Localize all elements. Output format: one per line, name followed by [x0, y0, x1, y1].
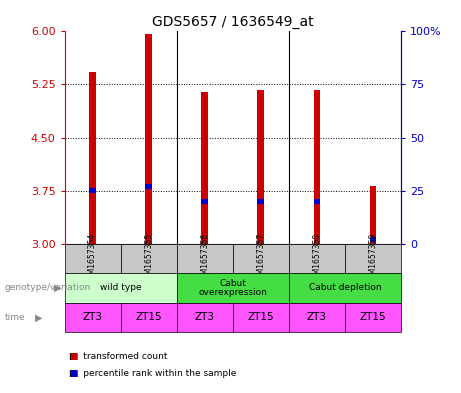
FancyBboxPatch shape	[177, 303, 233, 332]
Text: wild type: wild type	[100, 283, 142, 292]
Text: Cabut
overexpression: Cabut overexpression	[198, 279, 267, 297]
Text: time: time	[5, 313, 25, 322]
FancyBboxPatch shape	[233, 303, 289, 332]
Text: ▶: ▶	[35, 312, 42, 322]
FancyBboxPatch shape	[345, 303, 401, 332]
Text: ■  transformed count: ■ transformed count	[69, 352, 168, 361]
Text: ZT3: ZT3	[307, 312, 327, 322]
FancyBboxPatch shape	[177, 244, 233, 273]
Text: GSM1657355: GSM1657355	[144, 233, 153, 284]
FancyBboxPatch shape	[121, 303, 177, 332]
Text: GSM1657354: GSM1657354	[88, 233, 97, 284]
FancyBboxPatch shape	[65, 303, 121, 332]
Text: ZT15: ZT15	[136, 312, 162, 322]
FancyBboxPatch shape	[289, 244, 345, 273]
Text: ▶: ▶	[54, 283, 62, 293]
Text: ZT15: ZT15	[248, 312, 274, 322]
Text: ■: ■	[69, 352, 77, 361]
FancyBboxPatch shape	[289, 303, 345, 332]
Text: ■  percentile rank within the sample: ■ percentile rank within the sample	[69, 369, 236, 378]
Bar	[258, 199, 264, 204]
Bar	[89, 188, 96, 193]
Text: Cabut depletion: Cabut depletion	[309, 283, 381, 292]
Text: ZT15: ZT15	[360, 312, 386, 322]
FancyBboxPatch shape	[177, 273, 289, 303]
Text: genotype/variation: genotype/variation	[5, 283, 91, 292]
Bar	[313, 199, 320, 204]
Text: GSM1657359: GSM1657359	[368, 233, 378, 284]
Bar	[370, 185, 376, 244]
Text: GSM1657358: GSM1657358	[313, 233, 321, 284]
Bar	[89, 72, 96, 244]
Text: ZT3: ZT3	[83, 312, 103, 322]
Text: ZT3: ZT3	[195, 312, 215, 322]
Bar	[258, 90, 264, 244]
FancyBboxPatch shape	[233, 244, 289, 273]
Bar	[201, 92, 208, 244]
Bar	[313, 90, 320, 244]
FancyBboxPatch shape	[289, 273, 401, 303]
FancyBboxPatch shape	[65, 273, 177, 303]
Title: GDS5657 / 1636549_at: GDS5657 / 1636549_at	[152, 15, 313, 29]
Text: GSM1657357: GSM1657357	[256, 233, 266, 284]
Text: GSM1657356: GSM1657356	[200, 233, 209, 284]
Bar	[145, 33, 152, 244]
FancyBboxPatch shape	[121, 244, 177, 273]
Bar	[201, 199, 208, 204]
FancyBboxPatch shape	[65, 244, 121, 273]
Text: ■: ■	[69, 369, 77, 378]
FancyBboxPatch shape	[345, 244, 401, 273]
Bar	[145, 184, 152, 189]
Bar	[370, 237, 376, 242]
